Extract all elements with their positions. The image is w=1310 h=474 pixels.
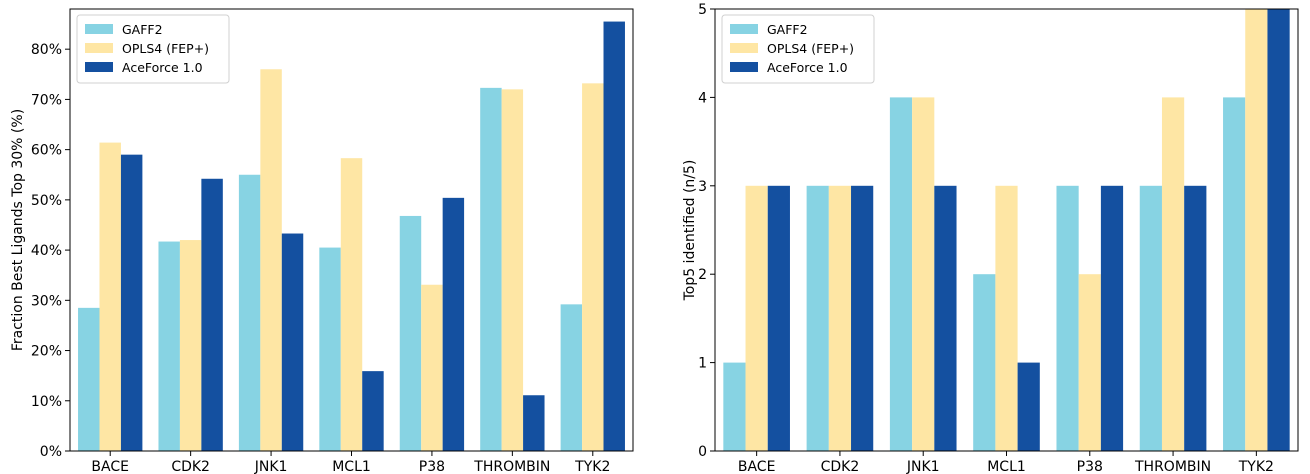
x-tick-label-jnk1: JNK1	[254, 459, 288, 474]
legend-label-2: OPLS4 (FEP+)	[122, 41, 209, 56]
x-tick-label-p38: P38	[1077, 459, 1103, 474]
bar-mcl1-series-1	[319, 247, 341, 451]
bar-cdk2-series-1	[806, 185, 829, 451]
bar-p38-series-3	[442, 197, 465, 451]
bar-jnk1-series-2	[260, 69, 282, 451]
x-tick-label-mcl1: MCL1	[332, 459, 371, 474]
legend-label-1: GAFF2	[122, 22, 163, 37]
legend: GAFF2 OPLS4 (FEP+) AceForce 1.0	[76, 14, 230, 84]
y-tick-label: 50%	[31, 193, 62, 209]
legend-swatch-2	[85, 43, 113, 53]
bar-cdk2-series-1	[158, 241, 180, 451]
bar-bace-series-2	[99, 142, 121, 451]
bar-jnk1-series-1	[238, 174, 261, 451]
legend-box	[721, 14, 875, 84]
y-tick-label: 20%	[31, 344, 62, 360]
bar-thrombin-series-1	[480, 87, 502, 451]
bar-jnk1-series-1	[889, 97, 913, 451]
bar-cdk2-series-3	[201, 178, 223, 451]
bar-thrombin-series-2	[1161, 97, 1185, 451]
chart-fraction-best-ligands: 0% 10% 20% 30% 40% 50% 60% 70% 80% BACE CDK2 JNK1 MC…	[10, 8, 634, 474]
chart-top5-identified: 0 1 2 3 4 5 BACE CDK2 JNK1 MCL1 P38 THROMBIN TYK2 Top…	[682, 2, 1299, 474]
x-tick-label-cdk2: CDK2	[171, 459, 210, 474]
bar-cdk2-series-2	[828, 185, 852, 451]
legend-swatch-2	[730, 43, 758, 53]
bar-tyk2-series-2	[582, 83, 604, 451]
bar-thrombin-series-2	[501, 89, 524, 451]
x-tick-label-tyk2: TYK2	[1238, 459, 1274, 474]
bar-thrombin-series-3	[1184, 185, 1207, 451]
legend-swatch-1	[730, 24, 758, 34]
y-tick-label: 40%	[31, 243, 62, 259]
legend-swatch-3	[85, 62, 113, 72]
bar-tyk2-series-1	[560, 304, 583, 451]
y-tick-label: 4	[698, 90, 707, 106]
legend-label-2: OPLS4 (FEP+)	[767, 41, 854, 56]
bar-mcl1-series-1	[973, 274, 996, 451]
bar-cdk2-series-2	[179, 240, 202, 451]
x-tick-label-thrombin: THROMBIN	[473, 459, 550, 474]
x-tick-label-cdk2: CDK2	[821, 459, 860, 474]
bar-p38-series-2	[421, 284, 443, 451]
legend-swatch-1	[85, 24, 113, 34]
bar-mcl1-series-2	[340, 158, 363, 451]
y-tick-label: 30%	[31, 293, 62, 309]
bar-tyk2-series-3	[603, 21, 625, 451]
legend-label-1: GAFF2	[767, 22, 808, 37]
bar-tyk2-series-2	[1245, 9, 1268, 451]
x-tick-label-tyk2: TYK2	[574, 459, 610, 474]
y-tick-label: 60%	[31, 143, 62, 159]
x-tick-label-thrombin: THROMBIN	[1134, 459, 1211, 474]
x-tick-label-bace: BACE	[91, 459, 129, 474]
y-tick-label: 1	[698, 356, 707, 372]
bar-bace-series-3	[120, 154, 143, 451]
bar-tyk2-series-1	[1223, 97, 1246, 451]
bar-p38-series-1	[399, 215, 422, 451]
legend: GAFF2 OPLS4 (FEP+) AceForce 1.0	[721, 14, 875, 84]
bar-mcl1-series-2	[995, 185, 1018, 451]
legend-swatch-3	[730, 62, 758, 72]
bar-jnk1-series-3	[934, 185, 957, 451]
bar-thrombin-series-1	[1139, 185, 1162, 451]
bar-bace-series-1	[723, 362, 746, 451]
bar-bace-series-2	[745, 185, 768, 451]
bar-jnk1-series-3	[281, 233, 304, 451]
legend-label-3: AceForce 1.0	[122, 60, 203, 75]
y-tick-label: 0	[698, 444, 707, 460]
bar-p38-series-1	[1056, 185, 1079, 451]
y-tick-label: 70%	[31, 92, 62, 108]
bar-thrombin-series-3	[523, 395, 545, 451]
y-tick-label: 2	[698, 267, 707, 283]
y-axis-title: Top5 identified (n/5)	[682, 160, 698, 302]
y-tick-label: 0%	[40, 444, 62, 460]
x-tick-label-jnk1: JNK1	[906, 459, 940, 474]
bar-tyk2-series-3	[1267, 9, 1290, 451]
bar-p38-series-3	[1100, 185, 1124, 451]
y-tick-label: 80%	[31, 42, 62, 58]
legend-box	[76, 14, 230, 84]
bar-bace-series-1	[78, 307, 100, 451]
y-tick-label: 10%	[31, 394, 62, 410]
y-tick-label: 5	[698, 2, 707, 18]
legend-label-3: AceForce 1.0	[767, 60, 848, 75]
bar-cdk2-series-3	[851, 185, 874, 451]
bar-jnk1-series-2	[912, 97, 935, 451]
bar-p38-series-2	[1078, 274, 1101, 451]
x-tick-label-p38: P38	[419, 459, 445, 474]
x-tick-label-mcl1: MCL1	[987, 459, 1026, 474]
bar-bace-series-3	[767, 185, 790, 451]
x-tick-label-bace: BACE	[738, 459, 776, 474]
bar-mcl1-series-3	[1017, 362, 1040, 451]
y-tick-label: 3	[698, 179, 707, 195]
y-axis-title: Fraction Best Ligands Top 30% (%)	[10, 109, 26, 351]
bar-mcl1-series-3	[362, 371, 384, 451]
